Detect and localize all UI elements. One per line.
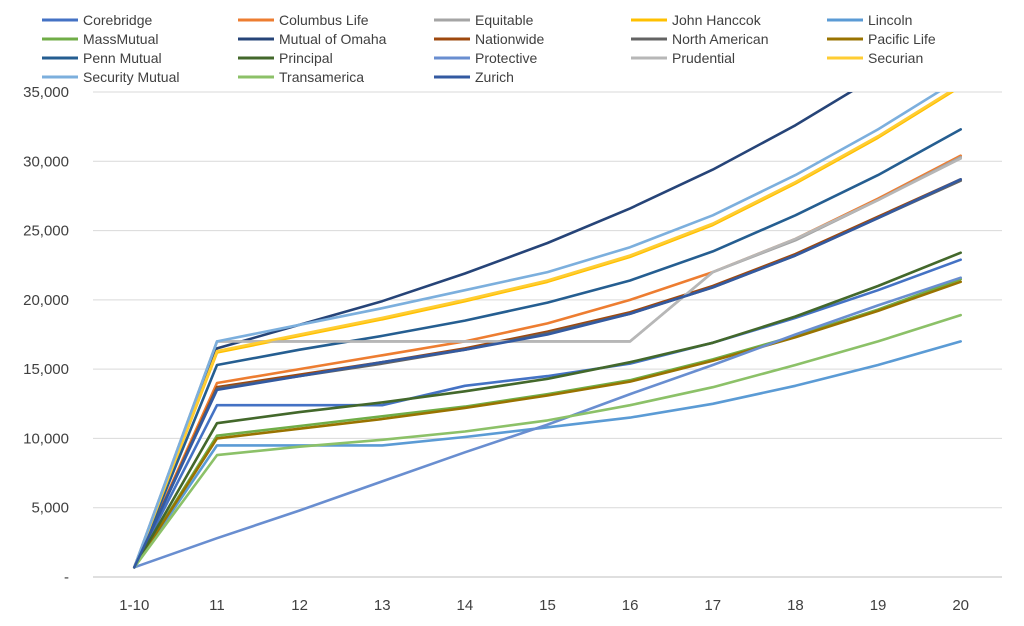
legend-entry: Equitable — [475, 12, 534, 28]
x-tick-label: 16 — [622, 597, 639, 614]
legend-entry: John Hanccok — [672, 12, 762, 28]
legend-entry: Corebridge — [83, 12, 152, 28]
x-tick-label: 18 — [787, 597, 804, 614]
legend-entry: Security Mutual — [83, 69, 179, 85]
legend-entry: Pacific Life — [868, 31, 936, 47]
x-tick-label: 17 — [704, 597, 721, 614]
legend-entry: Nationwide — [475, 31, 544, 47]
legend: Corebridge Columbus Life Equitable John Han… — [42, 12, 936, 85]
series-line-north-american — [133, 179, 963, 569]
x-tick-label: 11 — [209, 597, 225, 614]
series-line-security-mutual — [133, 92, 941, 569]
series-line-lincoln — [133, 340, 963, 569]
legend-entry: MassMutual — [83, 31, 158, 47]
series-line-transamerica — [133, 313, 963, 569]
y-tick-label: 30,000 — [23, 153, 69, 170]
series-line-securian — [133, 92, 953, 569]
legend-entry: Protective — [475, 50, 537, 66]
series-line-penn-mutual — [133, 128, 963, 569]
y-tick-label: 20,000 — [23, 292, 69, 309]
legend-entry: Zurich — [475, 69, 514, 85]
y-tick-label: 25,000 — [23, 223, 69, 240]
legend-entry: Principal — [279, 50, 333, 66]
y-tick-label: 5,000 — [31, 500, 69, 517]
y-tick-label: - — [64, 569, 69, 586]
legend-entry: Transamerica — [279, 69, 364, 85]
axes: - 5,000 10,000 15,000 20,000 25,000 30,000 35,0… — [23, 84, 1002, 614]
legend-entry: North American — [672, 31, 768, 47]
legend-entry: Mutual of Omaha — [279, 31, 387, 47]
series-line-columbus-life — [133, 154, 963, 569]
x-tick-label: 13 — [374, 597, 391, 614]
series-line-prudential — [133, 157, 963, 569]
series-line-pacific-life — [133, 280, 963, 569]
legend-entry: Penn Mutual — [83, 50, 162, 66]
legend-entry: Prudential — [672, 50, 735, 66]
x-tick-label: 12 — [291, 597, 308, 614]
y-tick-label: 10,000 — [23, 430, 69, 447]
gridlines — [93, 91, 1002, 509]
series-line-protective — [133, 276, 963, 569]
y-tick-label: 35,000 — [23, 84, 69, 101]
x-tick-label: 15 — [539, 597, 556, 614]
y-tick-label: 15,000 — [23, 361, 69, 378]
legend-entry: Securian — [868, 50, 923, 66]
series-lines — [133, 92, 963, 569]
series-line-corebridge — [133, 258, 963, 569]
series-line-mutual-of-omaha — [133, 92, 854, 569]
legend-entry: Lincoln — [868, 12, 912, 28]
series-line-principal — [133, 251, 963, 569]
x-tick-label: 1-10 — [119, 597, 149, 614]
series-line-zurich — [133, 178, 963, 569]
x-tick-label: 19 — [870, 597, 887, 614]
series-line-massmutual — [133, 277, 963, 569]
legend-entry: Columbus Life — [279, 12, 369, 28]
x-tick-label: 20 — [952, 597, 969, 614]
x-tick-label: 14 — [457, 597, 474, 614]
